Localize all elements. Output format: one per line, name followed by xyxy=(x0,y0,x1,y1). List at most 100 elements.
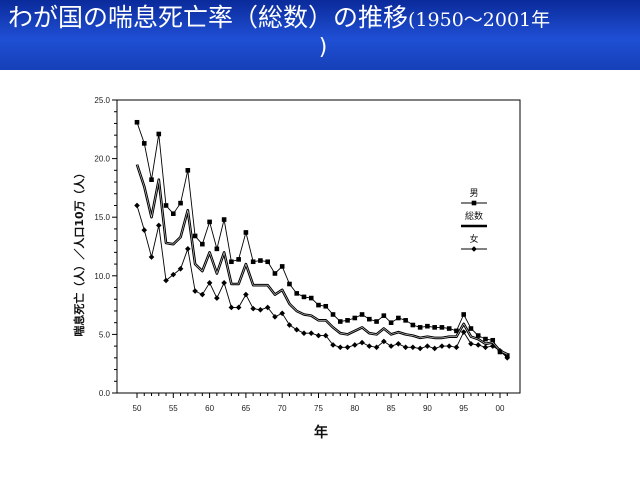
data-point xyxy=(373,344,380,351)
data-point xyxy=(424,343,431,349)
data-point xyxy=(417,345,423,352)
x-tick-label: 55 xyxy=(169,404,178,413)
data-point xyxy=(460,329,467,335)
title-sub: (1950〜2001年 xyxy=(408,9,551,31)
data-point xyxy=(323,303,329,309)
data-point xyxy=(207,219,212,225)
data-point xyxy=(396,315,401,321)
series-3 xyxy=(134,202,511,361)
data-point xyxy=(272,314,278,320)
data-point xyxy=(366,343,373,349)
data-point xyxy=(258,258,263,263)
data-point xyxy=(431,345,438,352)
data-point xyxy=(286,322,293,328)
data-point xyxy=(468,340,474,347)
data-point xyxy=(475,342,482,348)
data-point xyxy=(432,325,437,330)
x-tick-label: 60 xyxy=(205,404,214,413)
series-total-line xyxy=(135,164,508,356)
data-point xyxy=(344,344,351,351)
data-point xyxy=(410,322,416,328)
data-point xyxy=(482,344,489,351)
legend-marker xyxy=(471,246,477,252)
data-point xyxy=(264,304,271,311)
legend-label: 総数 xyxy=(465,210,483,222)
data-point xyxy=(185,246,191,252)
x-tick-label: 85 xyxy=(387,404,396,413)
data-point xyxy=(345,318,350,323)
data-point xyxy=(243,230,249,235)
title-close: ) xyxy=(318,35,328,60)
legend-label: 男 xyxy=(469,188,478,199)
data-point xyxy=(475,333,481,338)
data-point xyxy=(192,233,198,239)
data-point xyxy=(497,348,503,354)
data-point xyxy=(214,295,220,301)
data-point xyxy=(352,315,358,321)
data-point xyxy=(228,304,235,311)
data-point xyxy=(235,304,242,311)
data-point xyxy=(374,319,379,324)
y-tick-label: 25.0 xyxy=(94,96,110,105)
slide-title: わが国の喘息死亡率（総数）の推移(1950〜2001年) xyxy=(8,2,638,60)
y-tick-label: 20.0 xyxy=(94,155,110,164)
data-point xyxy=(199,291,206,298)
data-point xyxy=(322,332,329,339)
data-point xyxy=(504,355,511,361)
data-point xyxy=(141,141,147,146)
x-tick-label: 50 xyxy=(133,404,142,413)
x-tick-label: 80 xyxy=(350,404,359,413)
data-point xyxy=(134,119,140,125)
data-point xyxy=(163,203,169,208)
x-tick-label: 00 xyxy=(496,404,505,413)
data-point xyxy=(359,312,365,317)
data-point xyxy=(381,313,387,318)
data-point xyxy=(206,280,213,286)
x-axis-title: 年 xyxy=(314,424,328,441)
data-point xyxy=(250,305,256,312)
data-point xyxy=(221,217,227,222)
y-tick-label: 0.0 xyxy=(99,389,111,398)
data-point xyxy=(468,326,474,331)
data-point xyxy=(156,131,162,137)
data-point xyxy=(489,343,496,349)
data-point xyxy=(352,342,358,348)
data-point xyxy=(192,288,198,294)
data-point xyxy=(301,330,307,337)
data-point xyxy=(402,344,409,351)
data-point xyxy=(272,271,278,276)
y-tick-label: 15.0 xyxy=(94,213,110,222)
series-layer xyxy=(134,119,511,361)
data-point xyxy=(163,277,169,284)
x-tick-label: 95 xyxy=(459,404,468,413)
y-axis-title: 喘息死亡（人）／人口10万（人） xyxy=(72,167,86,336)
data-point xyxy=(367,316,372,322)
data-point xyxy=(170,271,177,278)
data-point xyxy=(359,339,365,346)
data-point xyxy=(294,291,300,296)
data-point xyxy=(134,202,140,209)
data-point xyxy=(250,259,256,265)
data-point xyxy=(337,344,344,351)
data-point xyxy=(141,227,148,233)
data-point xyxy=(214,246,220,252)
data-point xyxy=(483,336,488,342)
data-point xyxy=(439,343,445,349)
data-point xyxy=(301,294,307,300)
data-point xyxy=(155,222,162,229)
data-point xyxy=(171,211,176,216)
data-point xyxy=(149,177,154,182)
data-point xyxy=(446,343,452,349)
series-2 xyxy=(135,164,508,356)
series-total-highlight xyxy=(136,164,508,355)
plot-frame xyxy=(116,99,521,394)
data-point xyxy=(279,264,285,269)
data-point xyxy=(243,291,249,298)
legend-label: 女 xyxy=(469,233,478,245)
data-point xyxy=(453,344,460,351)
series-1 xyxy=(134,119,510,358)
data-point xyxy=(177,265,184,272)
data-point xyxy=(287,281,292,287)
